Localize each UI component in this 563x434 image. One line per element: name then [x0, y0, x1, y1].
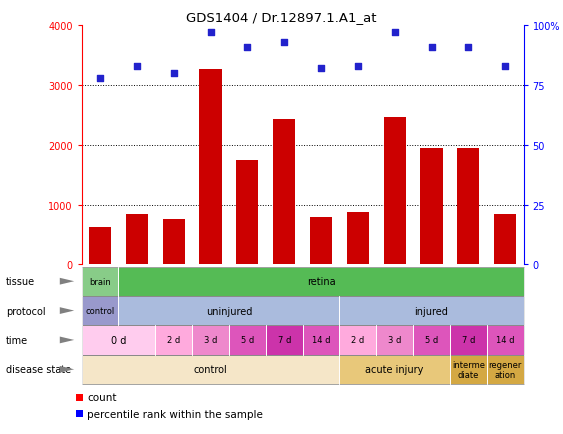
Text: time: time	[6, 335, 28, 345]
Polygon shape	[60, 307, 74, 314]
Point	[316, 66, 325, 72]
Text: protocol: protocol	[6, 306, 45, 316]
Text: 0 d: 0 d	[111, 335, 126, 345]
Bar	[457, 149, 479, 265]
Text: regener
ation: regener ation	[489, 360, 522, 379]
Text: GDS1404 / Dr.12897.1.A1_at: GDS1404 / Dr.12897.1.A1_at	[186, 11, 377, 24]
Text: retina: retina	[307, 276, 336, 286]
Bar	[383, 118, 406, 265]
Bar	[199, 69, 222, 265]
Text: interme
diate: interme diate	[452, 360, 485, 379]
Text: uninjured: uninjured	[205, 306, 252, 316]
Text: disease state: disease state	[6, 365, 71, 375]
Bar	[421, 149, 443, 265]
Bar	[347, 212, 369, 265]
Point	[354, 63, 363, 70]
Polygon shape	[60, 337, 74, 344]
Point	[390, 30, 399, 36]
Text: control: control	[86, 306, 115, 316]
Text: 5 d: 5 d	[425, 335, 438, 345]
Point	[132, 63, 141, 70]
Point	[280, 39, 289, 46]
Text: 14 d: 14 d	[496, 335, 515, 345]
Polygon shape	[60, 366, 74, 373]
Text: injured: injured	[414, 306, 449, 316]
Text: control: control	[194, 365, 227, 375]
Text: percentile rank within the sample: percentile rank within the sample	[87, 409, 263, 418]
Bar	[494, 215, 516, 265]
Point	[206, 30, 215, 36]
Text: count: count	[87, 392, 117, 402]
Point	[96, 75, 105, 82]
Point	[427, 44, 436, 51]
Point	[169, 70, 178, 77]
Bar	[163, 220, 185, 265]
Text: brain: brain	[89, 277, 111, 286]
Text: 2 d: 2 d	[167, 335, 180, 345]
Text: 5 d: 5 d	[241, 335, 254, 345]
Text: 3 d: 3 d	[204, 335, 217, 345]
Point	[501, 63, 510, 70]
Text: acute injury: acute injury	[365, 365, 424, 375]
Point	[243, 44, 252, 51]
Polygon shape	[60, 278, 74, 285]
Bar	[310, 217, 332, 265]
Text: 14 d: 14 d	[312, 335, 330, 345]
Bar	[126, 214, 148, 265]
Bar	[89, 228, 111, 265]
Text: tissue: tissue	[6, 276, 35, 286]
Text: 7 d: 7 d	[462, 335, 475, 345]
Bar	[236, 160, 258, 265]
Text: 2 d: 2 d	[351, 335, 364, 345]
Bar	[273, 120, 295, 265]
Text: 7 d: 7 d	[278, 335, 291, 345]
Point	[464, 44, 473, 51]
Text: 3 d: 3 d	[388, 335, 401, 345]
